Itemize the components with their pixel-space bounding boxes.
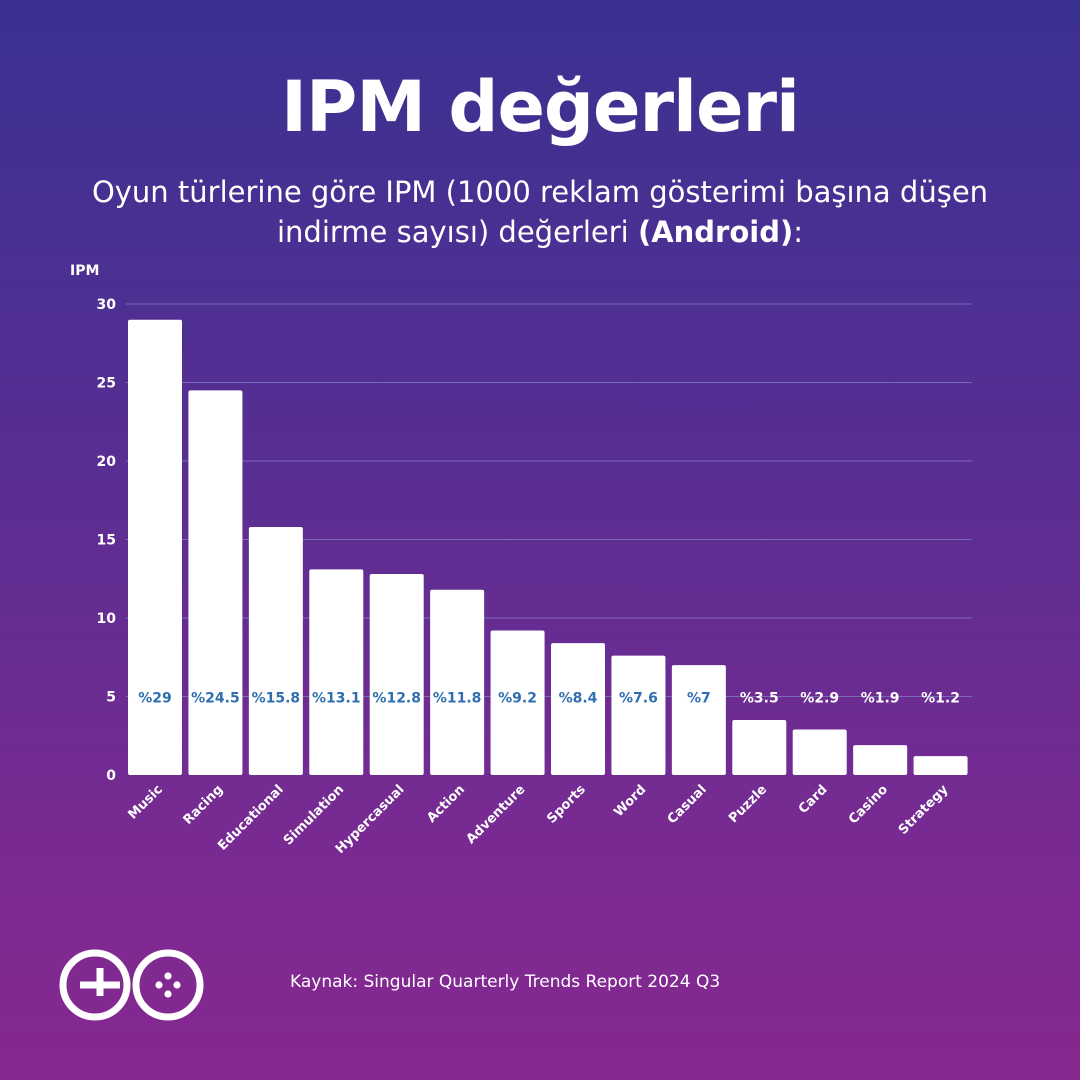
bar [792,729,847,775]
data-label: %24.5 [191,691,240,707]
data-label: %11.8 [433,691,482,707]
x-tick-label: Adventure [464,782,529,847]
bar [490,630,545,775]
chart-subtitle: Oyun türlerine göre IPM (1000 reklam gös… [90,172,990,252]
bar [853,745,908,775]
bar [551,643,605,775]
y-tick-label: 25 [97,376,116,392]
bar [430,589,485,775]
x-tick-label: Action [424,782,468,826]
data-label: %29 [138,691,172,707]
data-label: %2.9 [800,691,839,707]
data-label: %15.8 [252,691,301,707]
x-tick-label: Casual [665,782,710,827]
x-tick-label: Music [125,782,165,822]
bar [732,720,787,775]
x-tick-label: Racing [181,782,227,828]
data-label: %8.4 [559,691,598,707]
x-tick-label: Sports [544,782,589,827]
x-tick-label: Casino [846,782,891,827]
data-label: %7.6 [619,691,658,707]
data-label: %1.9 [861,691,900,707]
x-tick-label: Card [796,782,831,817]
subtitle-text: Oyun türlerine göre IPM (1000 reklam gös… [91,175,989,249]
y-tick-label: 30 [97,297,117,313]
subtitle-colon: : [793,215,803,249]
data-label: %7 [687,691,711,707]
y-tick-label: 10 [97,611,117,627]
y-tick-label: 0 [106,768,116,784]
bar [248,526,303,775]
x-tick-label: Simulation [281,782,347,848]
go-logo-icon [59,949,204,1021]
source-note: Kaynak: Singular Quarterly Trends Report… [290,972,721,992]
bar [671,665,726,775]
bar [369,574,424,775]
y-tick-label: 5 [106,690,116,706]
bar-chart: 051015202530IPM%29Music%24.5Racing%15.8E… [70,263,972,848]
page-title: IPM değerleri [280,66,800,148]
data-label: %1.2 [921,691,960,707]
bar [611,655,666,775]
y-tick-label: 20 [97,454,117,470]
data-label: %13.1 [312,691,361,707]
x-tick-label: Word [611,782,649,820]
data-label: %9.2 [498,691,537,707]
x-tick-label: Puzzle [726,782,770,826]
bar [188,390,243,775]
bar [128,319,182,775]
data-label: %3.5 [740,691,779,707]
subtitle-platform: (Android) [637,215,794,249]
bar [913,756,968,775]
x-tick-label: Strategy [896,782,952,838]
y-axis-title: IPM [70,263,99,279]
data-label: %12.8 [372,691,421,707]
bar [309,569,364,775]
y-tick-label: 15 [97,533,116,549]
